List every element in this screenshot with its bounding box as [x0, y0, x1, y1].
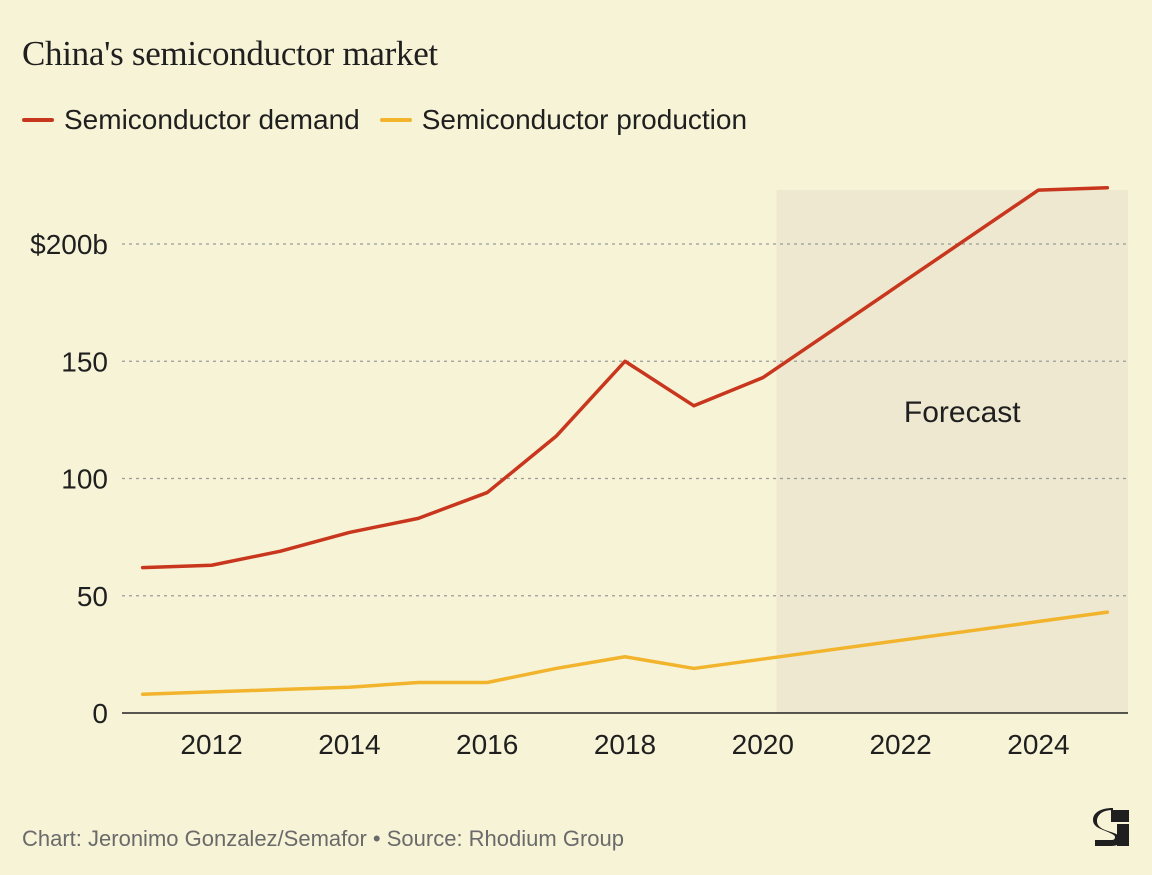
legend-item-demand: Semiconductor demand: [22, 104, 360, 136]
y-tick-label: 150: [61, 346, 108, 377]
x-tick-label: 2018: [594, 729, 656, 760]
chart-legend: Semiconductor demand Semiconductor produ…: [22, 104, 767, 136]
y-tick-label: $200b: [30, 229, 108, 260]
forecast-band: [776, 190, 1128, 713]
x-tick-label: 2022: [869, 729, 931, 760]
chart-title: China's semiconductor market: [22, 34, 438, 73]
y-tick-label: 100: [61, 464, 108, 495]
legend-swatch-production: [379, 118, 412, 122]
legend-label-production: Semiconductor production: [421, 104, 748, 135]
y-tick-label: 0: [92, 698, 108, 729]
series-line-production: [140, 610, 1110, 696]
x-tick-label: 2014: [318, 729, 380, 760]
legend-label-demand: Semiconductor demand: [64, 104, 360, 135]
legend-swatch-demand: [22, 118, 54, 122]
x-tick-label: 2016: [456, 729, 518, 760]
x-tick-label: 2024: [1007, 729, 1069, 760]
chart-credit: Chart: Jeronimo Gonzalez/Semafor • Sourc…: [22, 826, 624, 851]
legend-item-production: Semiconductor production: [379, 104, 748, 136]
y-tick-label: 50: [77, 581, 108, 612]
series-line-demand: [140, 185, 1110, 570]
semafor-s-logo-icon: [1093, 808, 1129, 846]
forecast-label: Forecast: [904, 396, 1021, 429]
x-tick-label: 2020: [732, 729, 794, 760]
x-tick-label: 2012: [180, 729, 242, 760]
